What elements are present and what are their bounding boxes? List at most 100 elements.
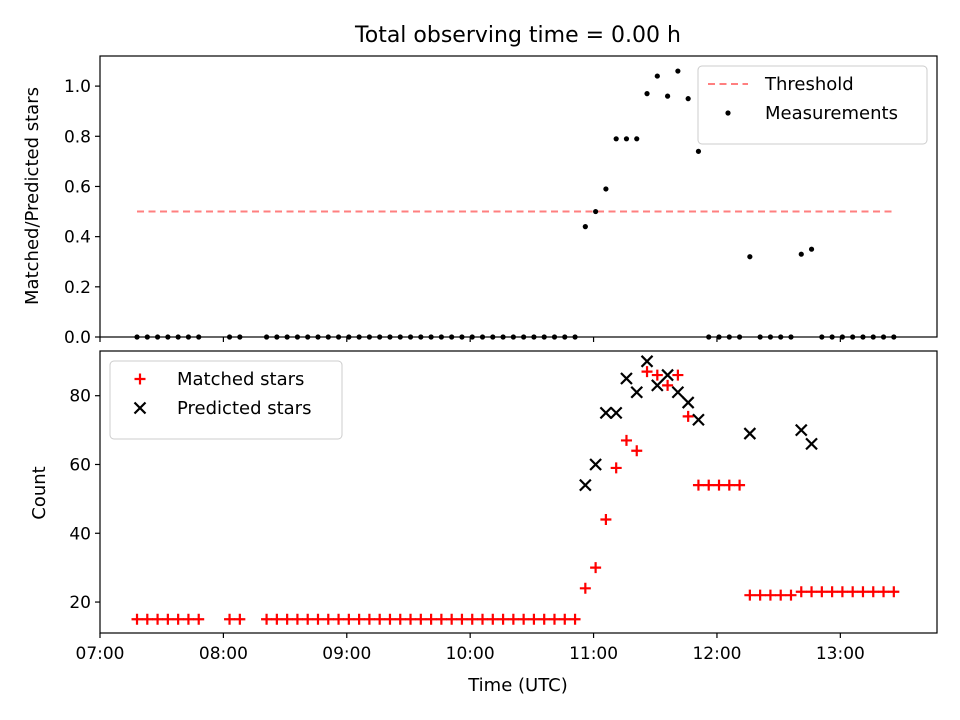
data-point	[672, 369, 684, 381]
y-tick-label: 0.6	[64, 177, 91, 197]
data-point	[806, 586, 818, 598]
data-point	[569, 613, 581, 625]
data-point	[172, 613, 184, 625]
data-point	[692, 413, 705, 427]
y-tick-label: 0.8	[64, 127, 91, 147]
count-y-axis-label: Count	[29, 466, 50, 519]
x-tick-label: 13:00	[816, 644, 865, 664]
data-point	[836, 586, 848, 598]
data-point	[599, 406, 613, 420]
data-point	[415, 613, 427, 625]
data-point	[343, 613, 355, 625]
legend-label: Measurements	[765, 103, 898, 124]
data-point	[589, 458, 602, 471]
y-tick-label: 80	[69, 387, 91, 407]
series-matched-stars	[131, 366, 900, 625]
data-point	[651, 379, 664, 392]
legend-box	[697, 65, 928, 145]
x-tick-label: 08:00	[199, 644, 248, 664]
data-point	[141, 613, 153, 625]
data-point	[681, 396, 695, 409]
data-point	[644, 91, 650, 97]
x-tick-label: 10:00	[446, 644, 495, 664]
data-point	[631, 445, 643, 457]
ratio-panel: Total observing time = 0.00 h 0.00.20.40…	[22, 23, 938, 348]
ratio-y-axis: 0.0 0.2 0.4 0.6 0.8 1.0	[64, 77, 100, 348]
data-point	[579, 478, 592, 492]
data-point	[518, 613, 530, 625]
data-point	[579, 582, 591, 594]
data-point	[363, 613, 375, 625]
data-point	[630, 385, 644, 399]
plot-frame	[99, 55, 938, 338]
data-point	[734, 479, 746, 491]
data-point	[271, 613, 283, 625]
data-point	[775, 589, 787, 601]
data-point	[281, 613, 293, 625]
data-point	[374, 613, 386, 625]
data-point	[456, 613, 468, 625]
data-point	[466, 613, 478, 625]
x-tick-label: 07:00	[76, 644, 125, 664]
count-plot-area	[99, 350, 938, 634]
data-point	[888, 586, 900, 598]
data-point	[507, 613, 519, 625]
x-tick-label: 11:00	[569, 644, 618, 664]
ratio-x-axis	[99, 337, 841, 342]
time-x-axis-label: Time (UTC)	[467, 675, 568, 696]
y-tick-label: 0.2	[64, 278, 91, 298]
legend-marker-swatch	[133, 401, 147, 415]
data-point	[234, 613, 246, 625]
data-point	[713, 479, 725, 491]
legend-marker-swatch	[134, 373, 146, 385]
x-tick-label: 09:00	[322, 644, 371, 664]
chart-title: Total observing time = 0.00 h	[354, 23, 681, 48]
data-point	[805, 437, 818, 451]
data-point	[723, 479, 735, 491]
data-point	[487, 613, 499, 625]
data-point	[353, 613, 365, 625]
data-point	[322, 613, 334, 625]
x-tick-label: 12:00	[692, 644, 741, 664]
data-point	[477, 613, 489, 625]
series-predicted-stars	[579, 355, 818, 492]
data-point	[384, 613, 396, 625]
data-point	[162, 613, 174, 625]
data-point	[795, 586, 807, 598]
data-point	[446, 613, 458, 625]
data-point	[538, 613, 550, 625]
legend-label: Matched stars	[177, 369, 304, 390]
data-point	[152, 613, 164, 625]
data-point	[662, 379, 674, 391]
data-point	[302, 613, 314, 625]
data-point	[333, 613, 345, 625]
data-point	[603, 186, 609, 192]
ratio-legend: Threshold Measurements	[697, 65, 928, 145]
data-point	[867, 586, 879, 598]
data-point	[609, 406, 623, 420]
data-point	[394, 613, 406, 625]
data-point	[291, 613, 303, 625]
data-point	[620, 434, 632, 446]
y-tick-label: 0.4	[64, 228, 91, 248]
y-tick-label: 0.0	[64, 328, 91, 348]
data-point	[744, 589, 756, 601]
count-legend: Matched stars Predicted stars	[109, 360, 343, 440]
data-point	[641, 366, 653, 378]
data-point	[785, 589, 797, 601]
data-point	[634, 136, 640, 142]
data-point	[743, 427, 757, 440]
data-point	[695, 148, 702, 154]
data-point	[857, 586, 869, 598]
data-point	[682, 410, 694, 422]
data-point	[754, 589, 766, 601]
legend-label: Threshold	[764, 74, 854, 95]
data-point	[613, 136, 619, 142]
data-point	[703, 479, 715, 491]
y-tick-label: 1.0	[64, 77, 91, 97]
data-point	[620, 372, 633, 385]
data-point	[497, 613, 509, 625]
legend-label: Predicted stars	[177, 398, 311, 419]
data-point	[623, 136, 630, 142]
data-point	[847, 586, 859, 598]
